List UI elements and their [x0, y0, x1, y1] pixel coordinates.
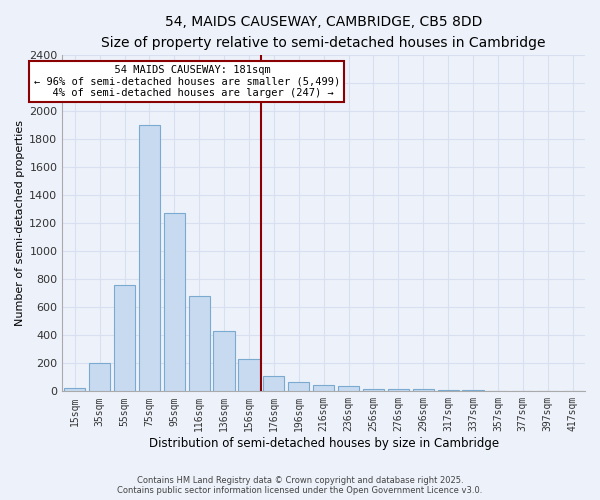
Bar [388, 388, 409, 392]
Bar [238, 359, 260, 392]
Bar [214, 331, 235, 392]
Bar [89, 364, 110, 392]
Bar [263, 376, 284, 392]
Bar [114, 285, 135, 392]
Bar [64, 388, 85, 392]
Bar [338, 386, 359, 392]
X-axis label: Distribution of semi-detached houses by size in Cambridge: Distribution of semi-detached houses by … [149, 437, 499, 450]
Bar [288, 382, 310, 392]
Bar [463, 390, 484, 392]
Bar [164, 214, 185, 392]
Bar [413, 389, 434, 392]
Bar [363, 388, 384, 392]
Bar [437, 390, 458, 392]
Bar [139, 125, 160, 392]
Text: Contains HM Land Registry data © Crown copyright and database right 2025.
Contai: Contains HM Land Registry data © Crown c… [118, 476, 482, 495]
Bar [188, 296, 210, 392]
Text: 54 MAIDS CAUSEWAY: 181sqm
← 96% of semi-detached houses are smaller (5,499)
  4%: 54 MAIDS CAUSEWAY: 181sqm ← 96% of semi-… [34, 64, 340, 98]
Y-axis label: Number of semi-detached properties: Number of semi-detached properties [15, 120, 25, 326]
Bar [313, 386, 334, 392]
Title: 54, MAIDS CAUSEWAY, CAMBRIDGE, CB5 8DD
Size of property relative to semi-detache: 54, MAIDS CAUSEWAY, CAMBRIDGE, CB5 8DD S… [101, 15, 546, 50]
